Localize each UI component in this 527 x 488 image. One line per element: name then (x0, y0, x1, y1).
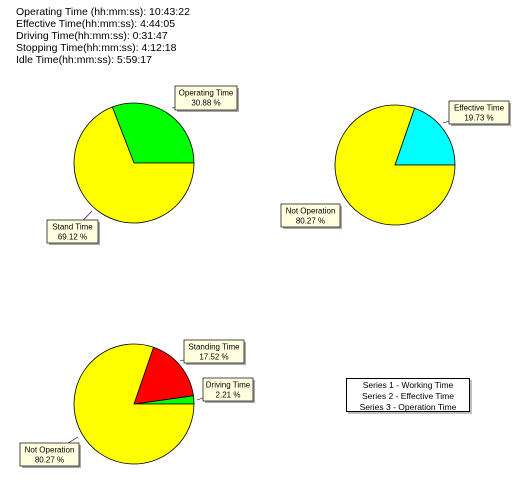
label-box (280, 203, 341, 228)
slice-name-text: Standing Time (188, 343, 240, 352)
time-summary: Operating Time (hh:mm:ss): 10:43:22 Effe… (16, 6, 190, 66)
chart-legend: Series 1 - Working Time Series 2 - Effec… (346, 378, 470, 412)
slice-name-text: Driving Time (206, 381, 251, 390)
slice-name-text: Operating Time (179, 89, 234, 98)
slice-value-text: 19.73 % (464, 114, 493, 123)
summary-stopping-time: Stopping Time(hh:mm:ss): 4:12:18 (16, 42, 177, 54)
pie-slice-stand-time (73, 106, 195, 224)
slice-value-text: 80.27 % (35, 456, 64, 465)
slice-value-text: 17.52 % (199, 353, 228, 362)
pie-slice-operating-time (111, 102, 195, 164)
slice-value-text: 2.21 % (216, 391, 241, 400)
pie-slice-not-operation (334, 104, 456, 226)
legend-item-series-2: Series 2 - Effective Time (362, 391, 454, 401)
summary-operating-time: Operating Time (hh:mm:ss): 10:43:22 (16, 6, 190, 18)
summary-idle-time: Idle Time(hh:mm:ss): 5:59:17 (16, 54, 152, 66)
summary-driving-time: Driving Time(hh:mm:ss): 0:31:47 (16, 30, 168, 42)
label-box (174, 85, 238, 111)
label-box (183, 339, 245, 364)
slice-value-text: 69.12 % (58, 233, 87, 242)
legend-item-series-3: Series 3 - Operation Time (359, 402, 457, 412)
slice-value-text: 30.88 % (191, 99, 220, 108)
slice-name-text: Stand Time (52, 223, 93, 232)
pie-slice-not-operation (73, 343, 195, 465)
legend-item-series-1: Series 1 - Working Time (362, 380, 454, 390)
slice-name-text: Not Operation (286, 207, 336, 216)
label-box (19, 442, 80, 467)
slice-value-text: 80.27 % (296, 217, 325, 226)
summary-effective-time: Effective Time(hh:mm:ss): 4:44:05 (16, 18, 176, 30)
label-box (448, 100, 510, 125)
label-box (202, 377, 254, 402)
label-box (46, 219, 99, 244)
slice-name-text: Not Operation (25, 446, 75, 455)
slice-name-text: Effective Time (454, 104, 505, 113)
